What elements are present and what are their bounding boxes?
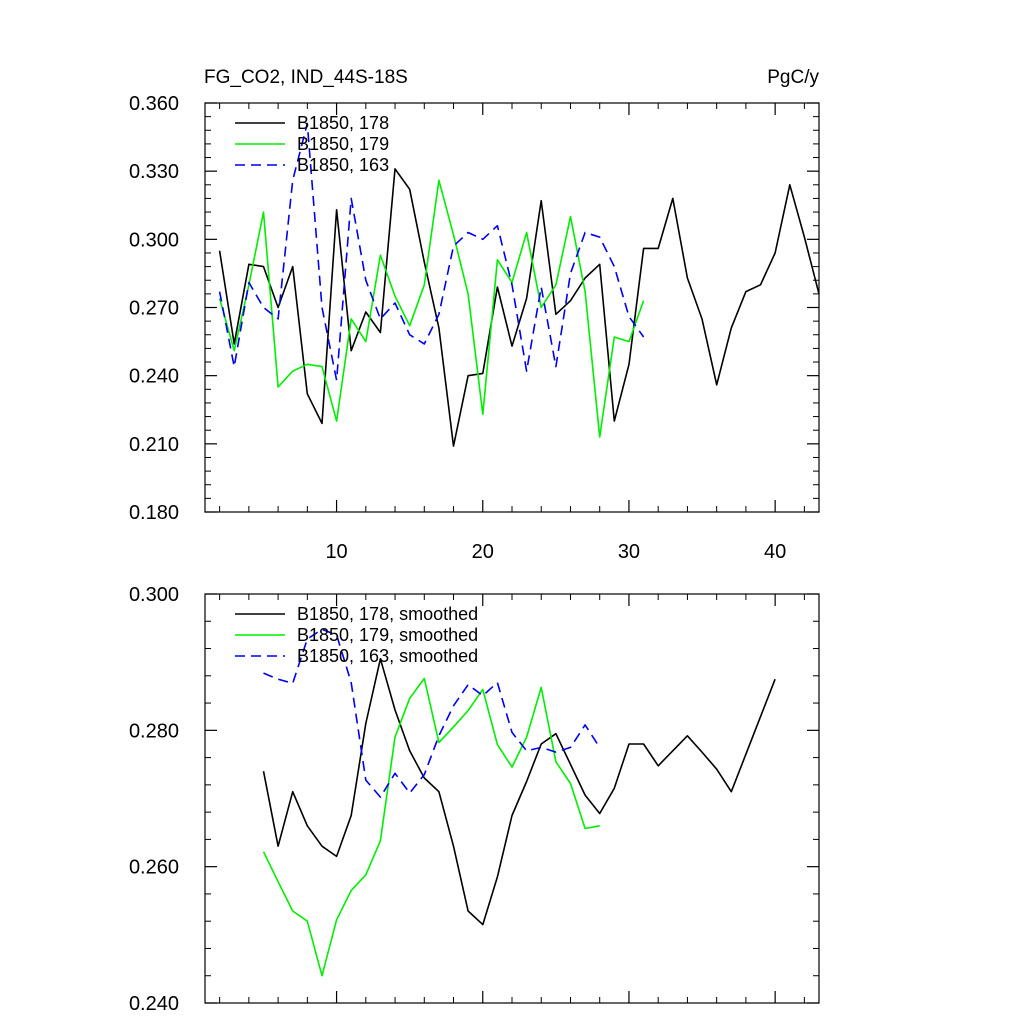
top-series-layer [218, 122, 820, 447]
top-ytick-label: 0.270 [129, 298, 179, 320]
bottom-legend-label-2: B1850, 179, smoothed [297, 625, 478, 645]
top-ytick-label: 0.360 [129, 93, 179, 115]
bottom-ytick-label: 0.300 [129, 584, 179, 606]
top-panel-units: PgC/y [767, 67, 819, 88]
top-xtick-label: 10 [325, 541, 347, 563]
top-ytick-label: 0.240 [129, 366, 179, 388]
top-series-1-line [218, 168, 820, 447]
bottom-ytick-label: 0.280 [129, 720, 179, 742]
top-series-2-line [218, 179, 645, 438]
top-legend-label-3: B1850, 163 [297, 155, 389, 175]
bottom-series-1-line [262, 657, 776, 926]
top-xtick-label: 40 [764, 541, 786, 563]
top-ytick-label: 0.210 [129, 434, 179, 456]
bottom-legend-label-1: B1850, 178, smoothed [297, 604, 478, 624]
top-ytick-label: 0.180 [129, 502, 179, 524]
top-series-3-line [218, 122, 645, 382]
bottom-legend-label-3: B1850, 163, smoothed [297, 646, 478, 666]
bottom-ytick-label: 0.260 [129, 857, 179, 879]
bottom-panel: 0.240 0.260 0.280 0.300 B1850, 178, smoothe… [129, 584, 820, 1015]
top-ticks-layer: 0.180 0.210 0.240 0.270 0.300 0.330 0.360 10 20 3… [129, 93, 819, 563]
top-ytick-label: 0.330 [129, 161, 179, 183]
bottom-ytick-label: 0.240 [129, 993, 179, 1015]
bottom-series-2-line [262, 677, 600, 977]
bottom-series-layer [262, 628, 776, 977]
top-xtick-label: 30 [618, 541, 640, 563]
top-legend-label-2: B1850, 179 [297, 134, 389, 154]
top-legend-label-1: B1850, 178 [297, 113, 389, 133]
bottom-ticks-layer: 0.240 0.260 0.280 0.300 [129, 584, 819, 1015]
top-panel-title: FG_CO2, IND_44S-18S [204, 67, 408, 88]
top-panel: FG_CO2, IND_44S-18S PgC/y 0.180 0.210 0.24… [129, 67, 820, 563]
top-ytick-label: 0.300 [129, 229, 179, 251]
top-xtick-label: 20 [472, 541, 494, 563]
